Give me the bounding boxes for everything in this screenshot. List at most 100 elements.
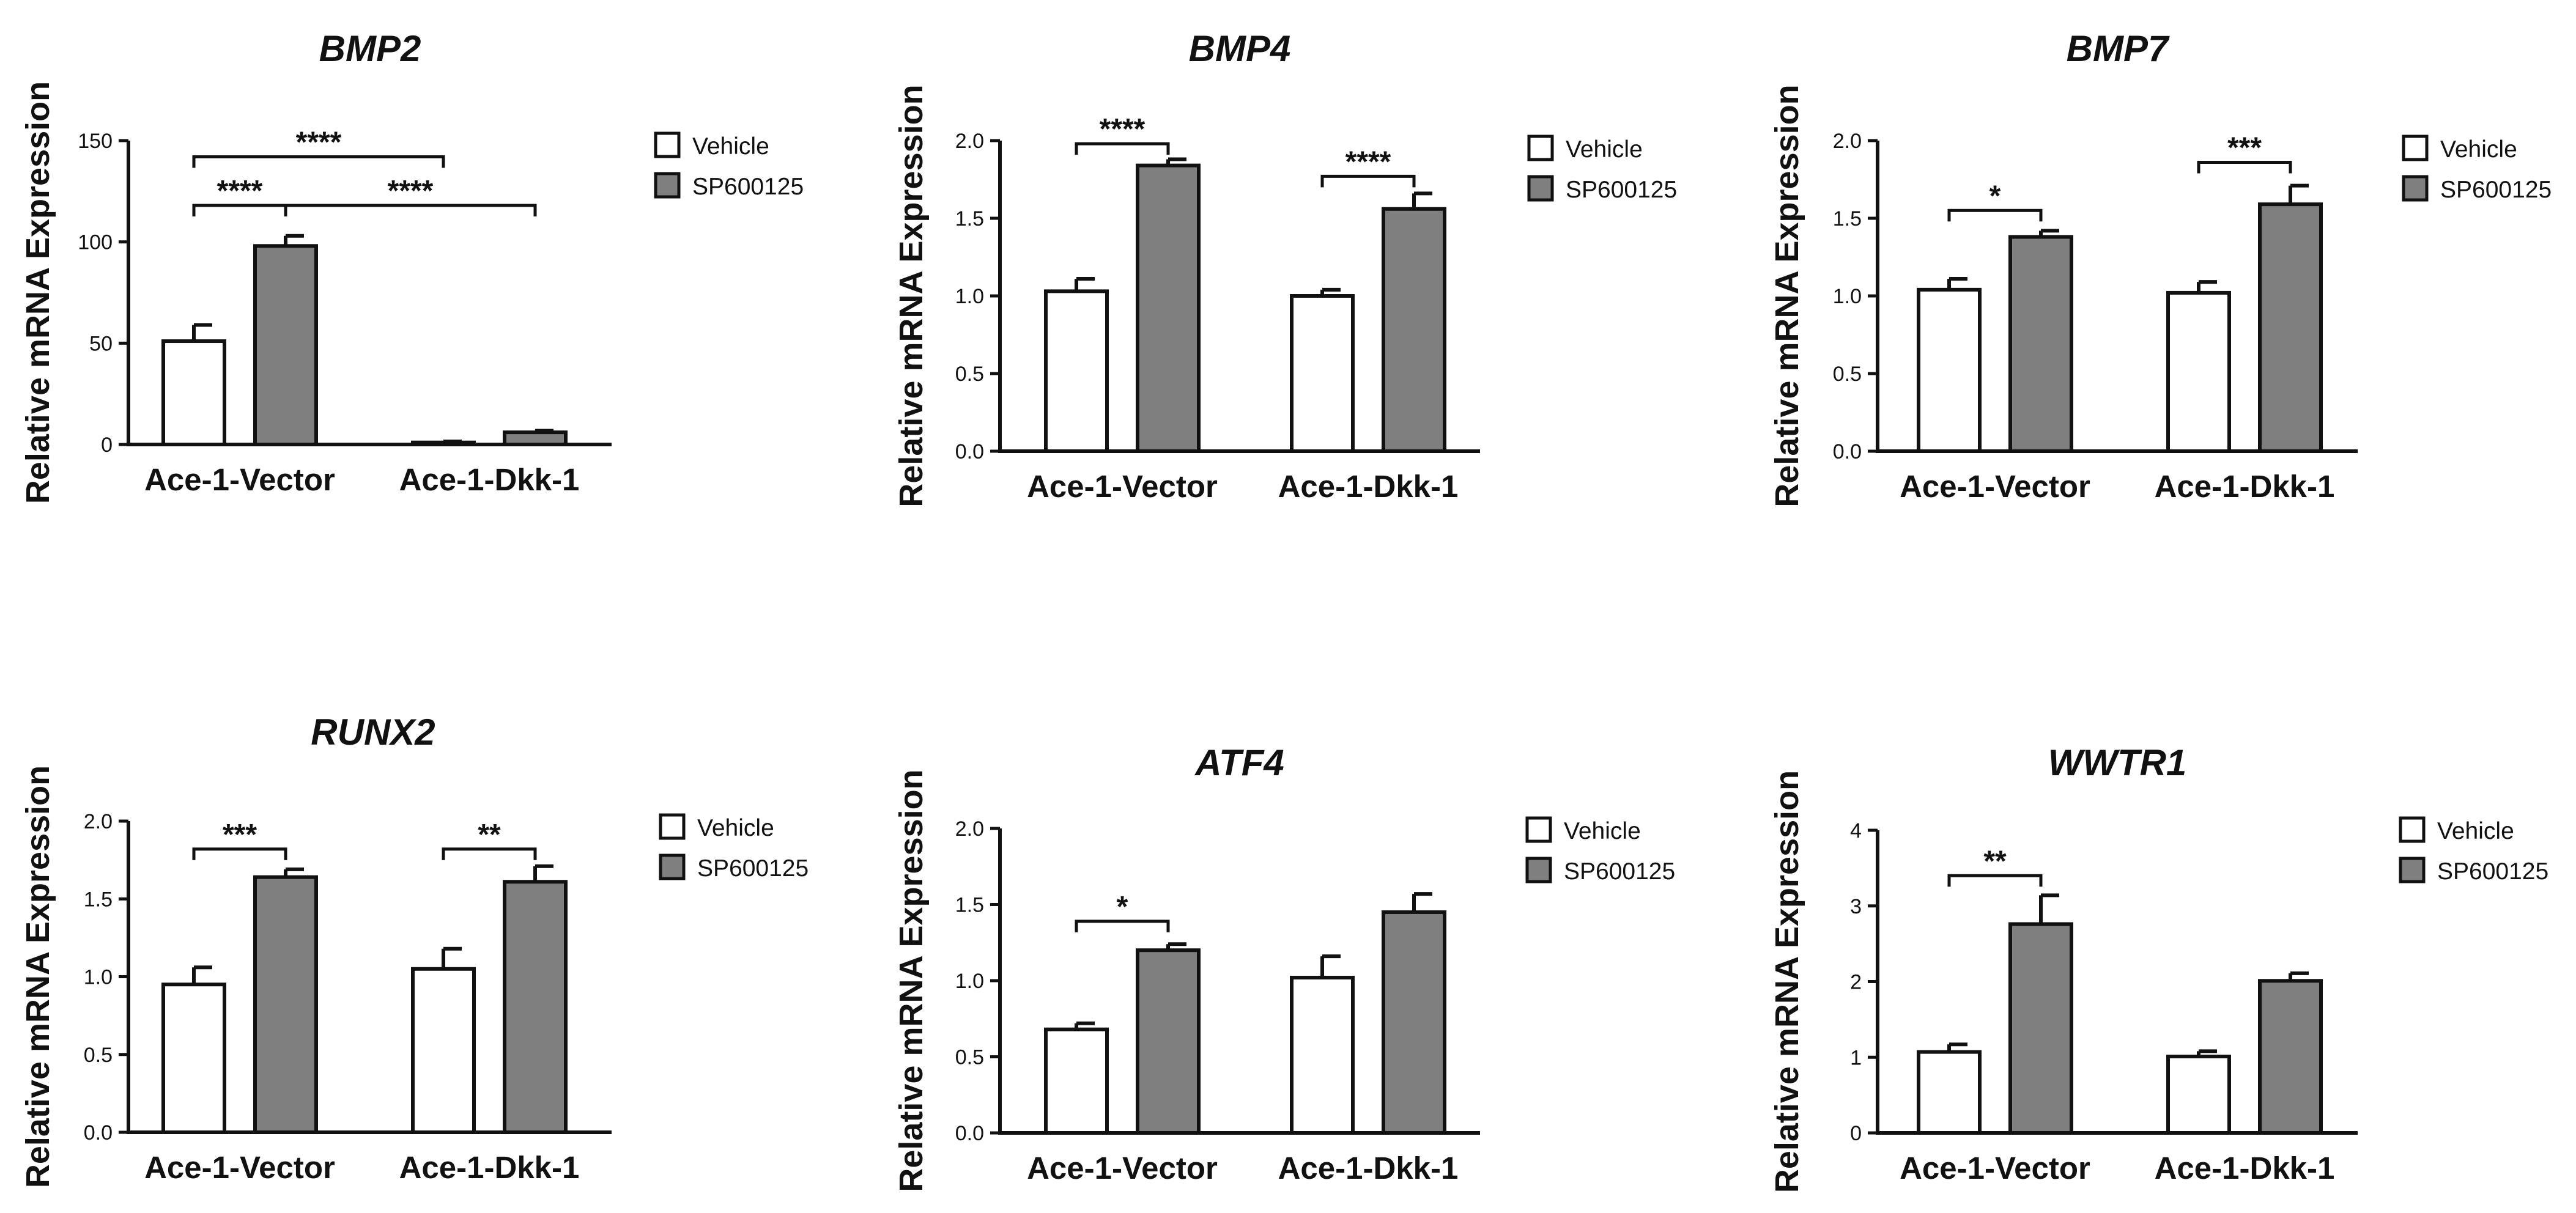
legend: Vehicle SP600125 [659, 813, 809, 882]
significance-bracket [1075, 920, 1170, 932]
bar-sp600125-ace-1-dkk-1 [1382, 910, 1446, 1135]
bar-sp600125-ace-1-vector [1136, 948, 1201, 1135]
significance-bracket [1075, 142, 1170, 155]
legend-swatch-vehicle [659, 813, 686, 840]
legend-label: Vehicle [697, 815, 774, 841]
y-axis-label: Relative mRNA Expression [893, 769, 930, 1192]
bar-sp600125-ace-1-dkk-1 [2258, 979, 2323, 1135]
legend-label: SP600125 [1566, 177, 1677, 203]
legend-swatch-vehicle [2399, 816, 2426, 843]
legend-label: SP600125 [2437, 858, 2548, 885]
bar-vehicle-ace-1-vector [161, 983, 226, 1134]
legend-swatch-sp600125 [654, 172, 681, 199]
y-tick-label: 0 [101, 433, 113, 457]
legend-label: SP600125 [697, 855, 809, 882]
legend-swatch-vehicle [654, 131, 681, 158]
y-axis-label: Relative mRNA Expression [20, 81, 56, 504]
bar-vehicle-ace-1-vector [1044, 289, 1109, 453]
y-tick-label: 0 [1850, 1122, 1862, 1145]
y-tick-label: 0.0 [955, 440, 984, 463]
x-category-label: Ace-1-Vector [1900, 469, 2090, 504]
legend-label: Vehicle [1564, 818, 1641, 844]
bar-vehicle-ace-1-dkk-1 [2166, 1055, 2231, 1135]
y-tick-label: 0.0 [1833, 440, 1862, 463]
significance-label: *** [2227, 132, 2262, 164]
y-tick-label: 150 [78, 130, 113, 153]
legend: Vehicle SP600125 [1525, 816, 1675, 885]
bar-vehicle-ace-1-dkk-1 [411, 967, 476, 1135]
legend-label: SP600125 [2440, 177, 2552, 203]
significance-label: *** [223, 819, 257, 851]
chart-panel-runx2: RUNX2 Relative mRNA Expression 0.0 0.5 1.0 1.… [20, 712, 809, 1188]
significance-bracket [2197, 161, 2292, 174]
legend: Vehicle SP600125 [2402, 135, 2552, 203]
y-tick-label: 50 [89, 332, 113, 355]
significance-bracket [1947, 208, 2043, 222]
chart-title: ATF4 [1194, 742, 1284, 783]
bar-sp600125-ace-1-dkk-1 [503, 880, 568, 1134]
significance-bracket [192, 155, 445, 168]
bar-vehicle-ace-1-vector [1044, 1027, 1109, 1135]
bar-sp600125-ace-1-dkk-1 [503, 430, 568, 446]
significance-bracket [1320, 174, 1416, 188]
significance-label: ** [1983, 845, 2007, 877]
legend-swatch-vehicle [2402, 135, 2429, 161]
y-tick-label: 0.5 [1833, 363, 1862, 386]
chart-title: WWTR1 [2048, 742, 2187, 783]
y-tick-label: 0.0 [84, 1121, 113, 1145]
legend-swatch-vehicle [1525, 816, 1552, 843]
bar-vehicle-ace-1-vector [1917, 1050, 1982, 1135]
y-tick-label: 1.5 [1833, 207, 1862, 230]
significance-label: ** [478, 819, 501, 851]
y-tick-label: 0.5 [84, 1044, 113, 1067]
y-tick-label: 1 [1850, 1046, 1862, 1069]
bar-sp600125-ace-1-vector [2008, 922, 2073, 1135]
significance-label: **** [1345, 146, 1391, 178]
y-axis-label: Relative mRNA Expression [1769, 770, 1805, 1193]
y-tick-label: 0.5 [955, 1046, 984, 1069]
y-tick-label: 1.0 [955, 285, 984, 308]
chart-title: BMP7 [2067, 28, 2170, 69]
significance-label: **** [1100, 113, 1146, 146]
x-category-label: Ace-1-Dkk-1 [2155, 469, 2335, 504]
legend-label: Vehicle [1566, 136, 1643, 163]
legend-label: Vehicle [2437, 818, 2514, 844]
y-axis-label: Relative mRNA Expression [1769, 84, 1805, 507]
y-tick-label: 2.0 [1833, 130, 1862, 153]
x-category-label: Ace-1-Dkk-1 [1278, 469, 1459, 504]
y-axis-label: Relative mRNA Expression [20, 765, 56, 1188]
legend-label: Vehicle [2440, 136, 2517, 163]
y-axis-label: Relative mRNA Expression [893, 84, 930, 507]
chart-panel-bmp2: BMP2 Relative mRNA Expression 0 50 100 150 Ace… [20, 28, 804, 504]
bar-vehicle-ace-1-vector [1917, 287, 1982, 453]
y-tick-label: 100 [78, 231, 113, 254]
x-category-label: Ace-1-Vector [1900, 1151, 2090, 1185]
y-tick-label: 2 [1850, 971, 1862, 994]
x-category-label: Ace-1-Dkk-1 [399, 462, 580, 497]
significance-bracket [1947, 874, 2043, 887]
chart-title: BMP4 [1189, 28, 1291, 69]
chart-title: BMP2 [319, 28, 421, 69]
y-tick-label: 1.0 [1833, 285, 1862, 308]
chart-panel-atf4: ATF4 Relative mRNA Expression 0.0 0.5 1.0 1.5… [893, 742, 1675, 1192]
legend-label: SP600125 [692, 174, 804, 200]
bar-vehicle-ace-1-dkk-1 [1290, 294, 1355, 453]
bar-vehicle-ace-1-dkk-1 [1290, 976, 1355, 1135]
y-tick-label: 2.0 [955, 817, 984, 841]
legend-swatch-vehicle [1527, 135, 1554, 161]
legend: Vehicle SP600125 [654, 131, 804, 200]
significance-bracket [192, 847, 287, 860]
x-category-label: Ace-1-Vector [144, 1150, 335, 1185]
bar-vehicle-ace-1-dkk-1 [2166, 290, 2231, 453]
chart-panel-wwtr1: WWTR1 Relative mRNA Expression 0 1 2 3 4 Ace-1-… [1769, 742, 2548, 1193]
legend-label: Vehicle [692, 133, 769, 160]
x-category-label: Ace-1-Vector [1027, 1151, 1218, 1185]
y-tick-label: 2.0 [955, 130, 984, 153]
legend-swatch-sp600125 [2402, 175, 2429, 202]
significance-label: **** [388, 175, 434, 207]
bar-sp600125-ace-1-vector [2008, 235, 2073, 453]
significance-bracket [284, 204, 537, 217]
legend-swatch-sp600125 [1525, 857, 1552, 883]
y-tick-label: 1.0 [955, 970, 984, 993]
